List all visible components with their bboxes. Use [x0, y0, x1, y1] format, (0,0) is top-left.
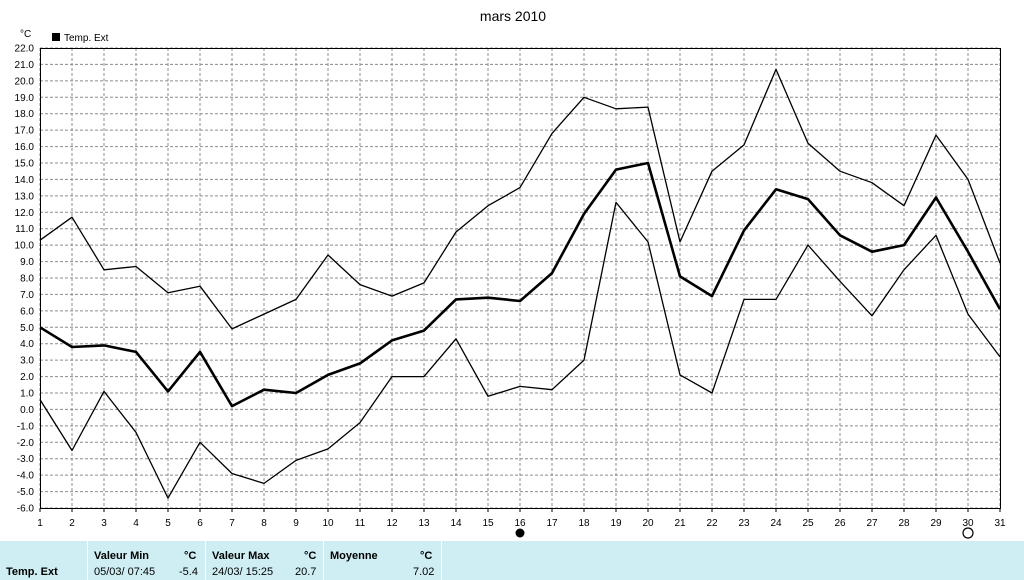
x-tick-label: 8 [261, 518, 267, 529]
y-tick-label: 14.0 [15, 175, 35, 186]
x-axis: 1 2 3 4 5 6 7 8 9 10 11 12 13 14 15 16 17 18 19 20 21 22 23 24 2… [37, 508, 1006, 529]
max-time: 24/03/ 15:25 [212, 566, 274, 578]
series-line-mean [39, 161, 1002, 408]
x-tick-label: 28 [898, 518, 910, 529]
separator [441, 541, 442, 580]
summary-row-label: Temp. Ext [6, 566, 58, 578]
min-unit: °C [184, 550, 197, 562]
separator [323, 541, 324, 580]
x-tick-label: 23 [738, 518, 750, 529]
filled-circle-marker [515, 528, 525, 538]
y-tick-label: -5.0 [17, 487, 35, 498]
y-tick-label: 6.0 [20, 306, 34, 317]
x-tick-label: 4 [133, 518, 139, 529]
min-header: Valeur Min [94, 550, 150, 562]
series-line-max [39, 68, 1001, 330]
y-tick-label: -3.0 [17, 454, 35, 465]
x-tick-label: 3 [101, 518, 107, 529]
x-tick-label: 9 [293, 518, 299, 529]
grid [39, 47, 1001, 509]
x-tick-label: 27 [866, 518, 878, 529]
y-tick-label: -4.0 [17, 471, 35, 482]
x-tick-label: 15 [482, 518, 494, 529]
summary-panel: Temp. Ext Valeur Min °C 05/03/ 07:45 -5.… [0, 541, 1024, 580]
x-tick-label: 31 [994, 518, 1006, 529]
y-tick-label: 13.0 [15, 191, 35, 202]
y-tick-label: 8.0 [20, 274, 34, 285]
mean-unit: °C [420, 550, 433, 562]
x-tick-label: 21 [674, 518, 686, 529]
y-tick-label: -6.0 [17, 504, 35, 515]
y-tick-label: -2.0 [17, 438, 35, 449]
separator [87, 541, 88, 580]
max-value: 20.7 [295, 566, 317, 578]
x-tick-label: 19 [610, 518, 622, 529]
y-tick-label: 2.0 [20, 372, 34, 383]
y-tick-label: 19.0 [15, 93, 35, 104]
y-axis: -6.0 -5.0 -4.0 -3.0 -2.0 -1.0 0.0 1.0 2.0 3.0 4.0 5… [15, 44, 35, 515]
y-tick-label: 4.0 [20, 339, 34, 350]
mean-value: 7.02 [413, 566, 435, 578]
legend-label: Temp. Ext [64, 33, 109, 44]
y-unit-label: °C [20, 29, 31, 40]
x-tick-label: 10 [322, 518, 334, 529]
y-tick-label: 16.0 [15, 142, 35, 153]
x-tick-label: 13 [418, 518, 430, 529]
series-line-min [39, 201, 1001, 499]
x-tick-label: 11 [355, 518, 366, 529]
max-header: Valeur Max [212, 550, 270, 562]
min-time: 05/03/ 07:45 [94, 566, 156, 578]
series-lines [39, 68, 1002, 499]
x-tick-label: 17 [546, 518, 558, 529]
day-markers [515, 527, 974, 539]
y-tick-label: 3.0 [20, 356, 34, 367]
x-tick-label: 6 [197, 518, 203, 529]
x-tick-label: 2 [69, 518, 75, 529]
y-tick-label: 9.0 [20, 257, 34, 268]
y-tick-label: 15.0 [15, 159, 35, 170]
x-tick-label: 18 [578, 518, 590, 529]
x-tick-label: 7 [229, 518, 235, 529]
y-tick-label: 18.0 [15, 109, 35, 120]
min-value: -5.4 [179, 566, 198, 578]
y-tick-label: 22.0 [15, 44, 35, 55]
y-tick-label: -1.0 [17, 421, 35, 432]
y-tick-label: 20.0 [15, 76, 35, 87]
x-tick-label: 1 [37, 518, 43, 529]
x-tick-label: 20 [642, 518, 654, 529]
x-tick-label: 24 [770, 518, 782, 529]
x-tick-label: 29 [930, 518, 942, 529]
x-tick-label: 30 [962, 518, 974, 529]
y-tick-label: 11.0 [15, 224, 34, 235]
chart-title: mars 2010 [480, 8, 546, 24]
mean-header: Moyenne [330, 550, 378, 562]
y-tick-label: 10.0 [15, 241, 35, 252]
y-tick-label: 1.0 [20, 389, 34, 400]
x-tick-label: 22 [706, 518, 718, 529]
separator [205, 541, 206, 580]
y-tick-label: 21.0 [15, 60, 35, 71]
y-tick-label: 5.0 [20, 323, 34, 334]
y-tick-label: 0.0 [20, 405, 34, 416]
y-tick-label: 7.0 [20, 290, 34, 301]
x-tick-label: 26 [834, 518, 846, 529]
legend-swatch [52, 33, 60, 41]
plot-frame [40, 48, 1001, 509]
x-tick-label: 5 [165, 518, 171, 529]
y-tick-label: 17.0 [15, 126, 35, 137]
x-tick-label: 16 [514, 518, 526, 529]
x-tick-label: 14 [450, 518, 462, 529]
y-tick-label: 12.0 [15, 208, 35, 219]
temperature-chart: mars 2010 °C Temp. Ext -6.0-5.0-4.0-3.0-… [15, 8, 1006, 539]
x-tick-label: 25 [802, 518, 814, 529]
max-unit: °C [304, 550, 317, 562]
open-circle-marker [962, 527, 974, 539]
x-tick-label: 12 [386, 518, 398, 529]
